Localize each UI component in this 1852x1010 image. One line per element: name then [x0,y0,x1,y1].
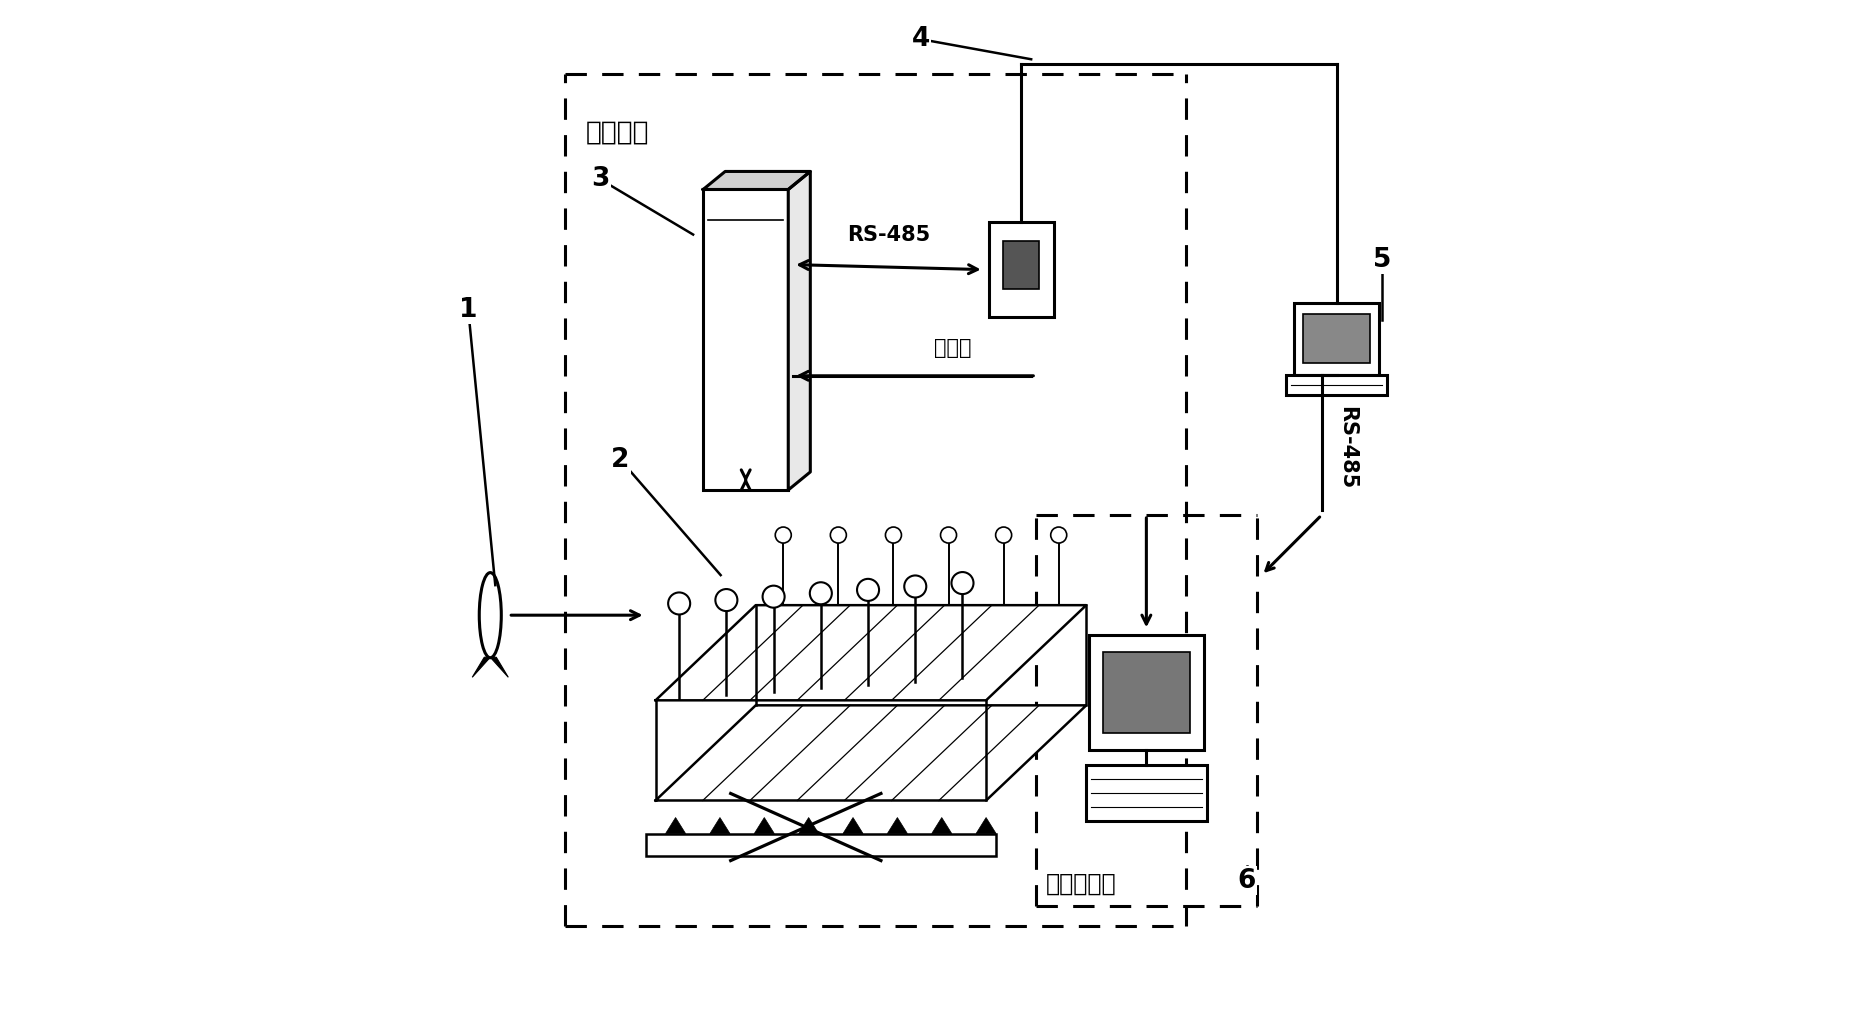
Bar [1287,375,1387,395]
Text: 观测室单元: 观测室单元 [1046,872,1117,896]
Polygon shape [656,605,1087,700]
Bar [1102,652,1191,733]
Polygon shape [754,817,774,833]
Text: 甲板单元: 甲板单元 [585,119,648,145]
Polygon shape [491,658,507,678]
Polygon shape [976,817,996,833]
Circle shape [885,527,902,543]
Circle shape [1050,527,1067,543]
Circle shape [857,579,880,601]
Bar [646,833,996,855]
Ellipse shape [480,573,502,658]
Text: 以太网: 以太网 [933,337,970,358]
Polygon shape [798,817,819,833]
Bar [1295,303,1380,375]
Bar [704,190,789,490]
Circle shape [763,586,785,608]
Circle shape [941,527,956,543]
Polygon shape [789,172,811,490]
Polygon shape [656,705,1087,801]
Circle shape [809,582,832,604]
Polygon shape [665,817,685,833]
Text: RS-485: RS-485 [1337,406,1358,489]
Polygon shape [704,172,811,190]
Circle shape [669,593,691,614]
Text: 4: 4 [911,26,930,53]
Circle shape [996,527,1011,543]
Circle shape [715,589,737,611]
Polygon shape [472,658,491,678]
Polygon shape [843,817,863,833]
Circle shape [952,572,974,594]
Polygon shape [932,817,952,833]
Polygon shape [887,817,907,833]
Bar [1304,314,1370,364]
Circle shape [830,527,846,543]
Text: RS-485: RS-485 [846,224,930,244]
Bar [1004,241,1039,289]
Text: 2: 2 [611,446,630,473]
Bar [1089,635,1204,750]
Text: 3: 3 [591,167,609,193]
Circle shape [776,527,791,543]
Bar [1085,766,1208,820]
Polygon shape [709,817,730,833]
Text: 5: 5 [1372,246,1391,273]
Bar [989,222,1054,317]
Circle shape [904,576,926,598]
Text: 6: 6 [1237,868,1256,894]
Text: 1: 1 [459,297,478,322]
